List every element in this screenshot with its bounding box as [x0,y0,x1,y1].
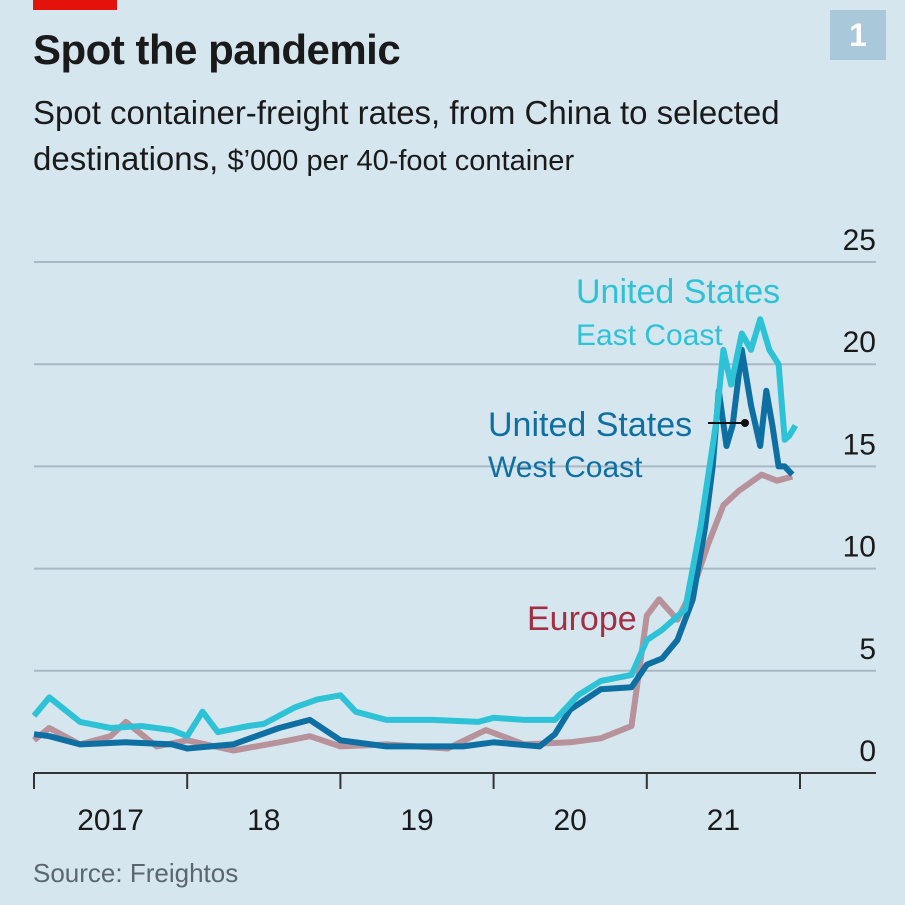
west-coast-label: United States [488,406,692,444]
x-tick-label: 19 [400,804,433,837]
west-coast-leader-dot [741,419,749,427]
chart-number-badge: 1 [830,10,886,60]
x-tick-label: 21 [707,804,740,837]
y-tick-label: 25 [843,224,876,257]
y-tick-label: 10 [843,531,876,564]
source-note: Source: Freightos [33,858,239,888]
x-tick-label: 18 [247,804,280,837]
chart-title: Spot the pandemic [33,26,401,73]
east-coast-line [31,316,798,740]
y-tick-label: 0 [859,735,876,768]
europe-line [32,471,794,754]
east-coast-label: United States [576,273,780,311]
y-tick-label: 15 [843,428,876,461]
chart-subtitle: Spot container-freight rates, from China… [33,90,893,184]
x-tick-label: 2017 [77,804,144,837]
subtitle-main: Spot container-freight rates, from China… [33,94,780,177]
brand-red-bar [33,0,117,10]
europe-label: Europe [527,600,637,638]
y-tick-label: 20 [843,326,876,359]
east-coast-sublabel: East Coast [576,319,723,352]
y-tick-label: 5 [859,633,876,666]
subtitle-unit: $’000 per 40-foot container [227,145,575,177]
west-coast-sublabel: West Coast [488,451,643,484]
x-tick-label: 20 [554,804,587,837]
west-coast-line [33,346,795,752]
